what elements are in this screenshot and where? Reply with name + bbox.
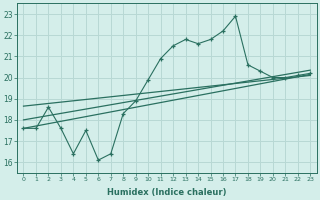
- X-axis label: Humidex (Indice chaleur): Humidex (Indice chaleur): [107, 188, 227, 197]
